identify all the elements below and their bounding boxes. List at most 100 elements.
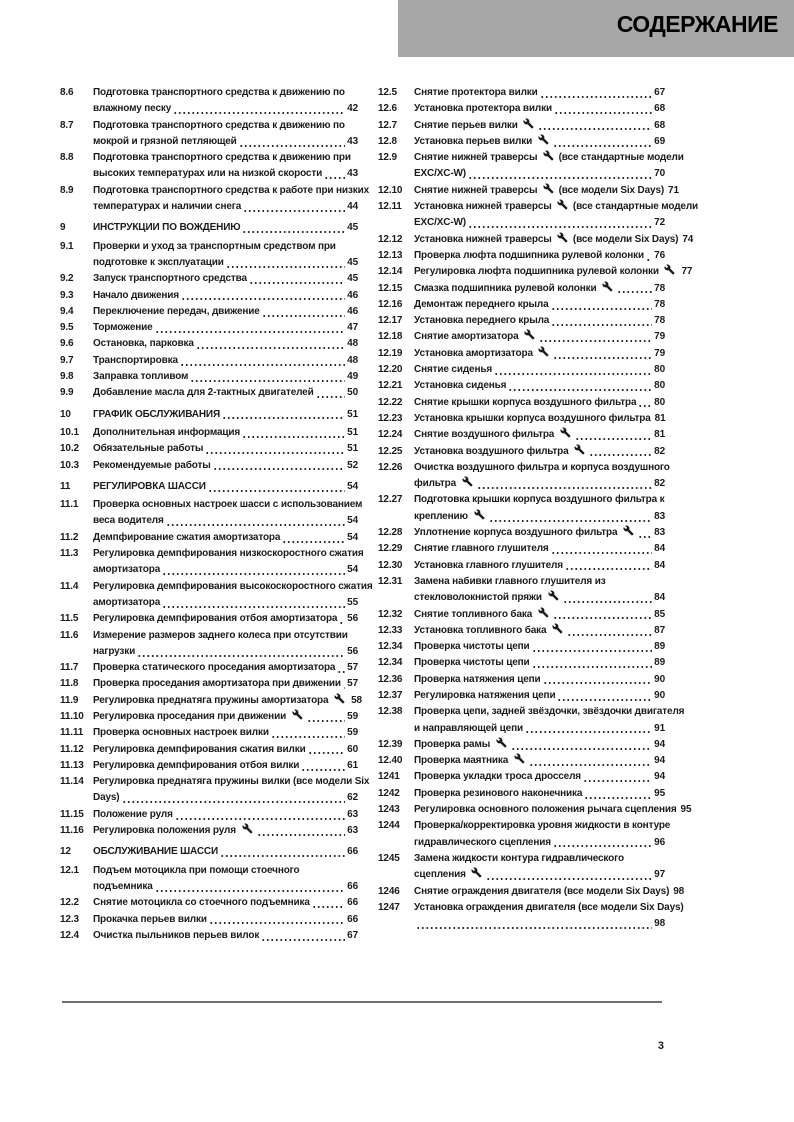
toc-dot-leader bbox=[337, 660, 346, 677]
toc-entry: 12 ОБСЛУЖИВАНИЕ ШАССИ 66 bbox=[60, 844, 358, 861]
toc-entry-line: Снятие перьев вилки 68 bbox=[414, 117, 665, 134]
toc-entry-text: Регулировка демпфирования отбоя вилки bbox=[93, 759, 300, 771]
toc-entry: 12.12 Установка нижней траверсы (все моде… bbox=[378, 232, 693, 248]
toc-entry: 11.11 Проверка основных настроек вилки 59 bbox=[60, 725, 358, 742]
toc-entry-text: Снятие воздушного фильтра bbox=[414, 427, 573, 443]
toc-entry-number: 12.1 bbox=[60, 864, 79, 876]
toc-entry-text: Установка воздушного фильтра bbox=[414, 444, 587, 460]
toc-entry-text: Остановка, парковка bbox=[93, 338, 194, 350]
toc-page-number: 81 bbox=[654, 412, 666, 424]
toc-page-number: 98 bbox=[654, 918, 665, 930]
toc-dot-leader bbox=[270, 725, 346, 742]
toc-entry-number: 12.14 bbox=[378, 266, 403, 278]
toc-entry-text: Регулировка преднатяга пружины вилки (вс… bbox=[93, 776, 370, 788]
toc-dot-leader bbox=[416, 916, 653, 933]
toc-entry-number: 11.6 bbox=[60, 629, 79, 641]
toc-entry-number: 9.6 bbox=[60, 338, 74, 350]
wrench-icon bbox=[664, 264, 676, 275]
toc-entry: 12.14 Регулировка люфта подшипника рулево… bbox=[378, 264, 692, 280]
toc-dot-leader bbox=[476, 476, 653, 493]
toc-dot-leader bbox=[552, 606, 653, 623]
toc-dot-leader bbox=[307, 741, 346, 758]
toc-entry-text: стекловолокнистой пряжи bbox=[414, 590, 561, 606]
toc-dot-leader bbox=[467, 215, 653, 232]
toc-entry-line: и направляющей цепи 91 bbox=[414, 720, 665, 737]
toc-dot-leader bbox=[162, 562, 346, 579]
toc-entry-line: Начало движения 46 bbox=[93, 287, 358, 304]
toc-entry-text: Снятие перьев вилки bbox=[414, 118, 536, 134]
toc-column-left: 8.6 Подготовка транспортного средства к д… bbox=[60, 85, 373, 945]
toc-entry-text: Положение руля bbox=[93, 808, 173, 820]
toc-entry-number: 12.20 bbox=[378, 364, 403, 376]
toc-entry-number: 11.13 bbox=[60, 759, 84, 771]
toc-page-number: 59 bbox=[347, 727, 358, 739]
toc-entry-number: 11.11 bbox=[60, 727, 84, 739]
toc-entry-text: Добавление масла для 2-тактных двигателе… bbox=[93, 387, 314, 399]
toc-page-number: 95 bbox=[654, 787, 665, 799]
toc-entry-line: Снятие ограждения двигателя (все модели … bbox=[414, 884, 684, 900]
toc-dot-leader bbox=[190, 369, 346, 386]
toc-entry-text: Регулировка натяжения цепи bbox=[414, 689, 556, 701]
toc-entry-number: 1241 bbox=[378, 771, 400, 783]
toc-page-number: 76 bbox=[654, 249, 665, 261]
toc-page-number: 46 bbox=[347, 305, 358, 317]
toc-entry-line: Установка крышки корпуса воздушного филь… bbox=[414, 411, 666, 427]
toc-dot-leader bbox=[301, 757, 346, 775]
toc-entry-number: 8.6 bbox=[60, 87, 74, 98]
toc-entry: 12.18 Снятие амортизатора 79 bbox=[378, 329, 665, 346]
toc-entry: 1247 Установка ограждения двигателя (все … bbox=[378, 900, 684, 933]
toc-entry: 11.5 Регулировка демпфирования отбоя амор… bbox=[60, 611, 358, 628]
toc-entry-text: Проверка резинового наконечника bbox=[414, 787, 583, 799]
toc-page-number: 78 bbox=[654, 315, 665, 327]
wrench-icon bbox=[557, 232, 568, 243]
toc-entry: 12.34 Проверка чистоты цепи 89 bbox=[378, 639, 665, 656]
toc-dot-leader bbox=[121, 790, 346, 807]
toc-dot-leader bbox=[205, 441, 346, 458]
toc-entry-number: 12.38 bbox=[378, 706, 403, 718]
toc-entry-text: Проверка/корректировка уровня жидкости в… bbox=[414, 820, 671, 832]
toc-entry: 12.17 Установка переднего крыла 78 bbox=[378, 313, 665, 330]
wrench-icon bbox=[602, 281, 613, 292]
toc-dot-leader bbox=[256, 823, 346, 840]
toc-page-number: 56 bbox=[347, 613, 358, 625]
toc-entry-text: Проверки и уход за транспортным средство… bbox=[93, 240, 336, 252]
toc-entry-line: Транспортировка 48 bbox=[93, 352, 358, 370]
toc-page-number: 78 bbox=[654, 298, 665, 310]
toc-entry-line: Регулировка преднатяга пружины вилки (вс… bbox=[93, 774, 369, 790]
toc-entry: 11.10 Регулировка проседания при движении… bbox=[60, 708, 358, 726]
toc-entry-line: РЕГУЛИРОВКА ШАССИ 54 bbox=[93, 478, 358, 496]
toc-entry-text: амортизатора bbox=[93, 596, 161, 608]
toc-entry-line: Положение руля 63 bbox=[93, 806, 358, 824]
toc-page-number: 89 bbox=[654, 641, 665, 653]
toc-entry-text: Дополнительная информация bbox=[93, 426, 241, 438]
toc-entry-line: амортизатора 55 bbox=[93, 594, 358, 612]
toc-page-number: 51 bbox=[347, 443, 358, 455]
toc-entry-line: ИНСТРУКЦИИ ПО ВОЖДЕНИЮ 45 bbox=[93, 220, 358, 237]
toc-dot-leader bbox=[174, 806, 346, 824]
toc-entry-text: Проверка чистоты цепи bbox=[414, 641, 530, 653]
toc-entry-text: Уплотнение корпуса воздушного фильтра bbox=[414, 525, 636, 541]
toc-entry: 9.8 Заправка топливом 49 bbox=[60, 369, 358, 386]
toc-dot-leader bbox=[342, 676, 346, 693]
toc-entry-text: Подготовка транспортного средства к движ… bbox=[93, 87, 345, 98]
toc-page-number: 79 bbox=[654, 331, 665, 343]
toc-entry-line: EXC/XC-W) 70 bbox=[414, 166, 665, 183]
toc-page-number: 79 bbox=[654, 347, 665, 359]
toc-entry-text: Регулировка основного положения рычага с… bbox=[414, 804, 677, 816]
toc-entry-line: амортизатора 54 bbox=[93, 562, 358, 579]
toc-entry-number: 8.8 bbox=[60, 152, 74, 164]
toc-page-number: 80 bbox=[654, 364, 665, 376]
toc-entry-line: Проверка резинового наконечника 95 bbox=[414, 785, 665, 803]
toc-entry-text: Снятие главного глушителя bbox=[414, 543, 549, 555]
toc-entry-text: Снятие мотоцикла со стоечного подъемника bbox=[93, 897, 310, 909]
toc-entry-line: Рекомендуемые работы 52 bbox=[93, 457, 358, 474]
toc-entry-text: Регулировка демпфирования низкоскоростно… bbox=[93, 548, 364, 560]
toc-page-number: 71 bbox=[668, 184, 679, 196]
toc-entry-number: 12.8 bbox=[378, 135, 397, 147]
toc-entry-text: Проверка цепи, задней звёздочки, звёздоч… bbox=[414, 706, 685, 718]
toc-entry-line: Регулировка основного положения рычага с… bbox=[414, 802, 692, 818]
toc-entry-text: Установка сиденья bbox=[414, 380, 507, 392]
toc-entry-number: 12.27 bbox=[378, 494, 403, 506]
toc-entry-text: Проверка статического проседания амортиз… bbox=[93, 662, 336, 674]
toc-entry-line: Установка протектора вилки 68 bbox=[414, 101, 665, 118]
